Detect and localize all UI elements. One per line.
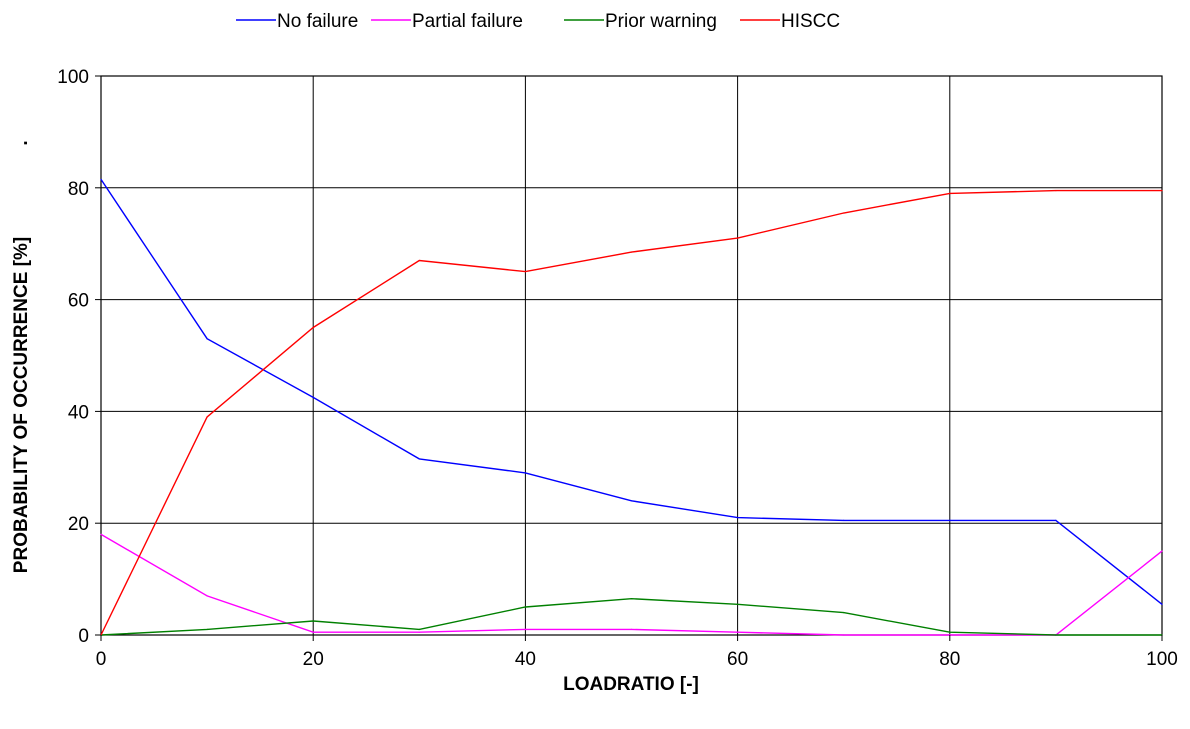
data-point-no-failure [1055,519,1057,522]
data-point-no-failure [630,500,633,502]
data-point-no-failure [100,178,102,181]
data-point-no-failure [524,472,527,474]
data-point-hiscc [524,271,527,273]
series-line-partial-failure [100,533,1163,636]
series-line-no-failure [100,179,1163,605]
x-tick-label: 60 [727,649,748,670]
data-point-partial-failure [418,631,420,633]
data-point-partial-failure [737,631,739,633]
data-point-hiscc [949,192,951,194]
data-point-hiscc [418,259,420,262]
data-point-partial-failure [524,628,527,631]
y-tick-label: 20 [68,514,89,535]
legend: No failure Partial failure Prior warning HI… [236,11,840,32]
data-point-no-failure [737,517,739,519]
plot-border [100,75,1163,636]
legend-label: Partial failure [412,11,523,32]
data-point-partial-failure [630,628,633,631]
data-point-no-failure [206,338,208,340]
data-point-partial-failure [206,595,208,597]
series-line-hiscc [100,189,1162,636]
data-point-hiscc [737,237,739,239]
legend-item-no-failure: No failure [236,11,358,32]
data-point-prior-warning [312,620,314,622]
legend-label: Prior warning [605,11,717,32]
plot-area [100,75,1163,636]
data-point-prior-warning [1055,634,1057,636]
y-tick-label: 0 [78,626,89,647]
y-tick-label: 60 [68,291,89,312]
x-axis-ticks: 0 20 40 60 80 100 [96,635,1178,670]
data-point-partial-failure [312,631,314,633]
data-point-partial-failure [843,634,845,636]
y-axis-title-suffix: . [11,140,32,145]
x-tick-label: 40 [515,649,536,670]
data-point-prior-warning [524,606,527,608]
legend-item-hiscc: HISCC [740,11,840,32]
legend-item-partial-failure: Partial failure [371,11,523,32]
legend-item-prior-warning: Prior warning [564,11,717,32]
x-axis-title: LOADRATIO [-] [563,674,699,695]
data-point-prior-warning [418,628,420,631]
data-point-prior-warning [206,628,208,631]
legend-label: No failure [277,11,358,32]
data-point-hiscc [206,416,208,418]
data-point-prior-warning [949,631,951,633]
data-point-hiscc [1055,189,1057,192]
data-point-partial-failure [1161,550,1163,552]
x-tick-label: 0 [96,649,107,670]
data-point-no-failure [312,396,314,399]
y-axis-ticks: 0 20 40 60 80 100 [57,67,101,647]
data-point-no-failure [843,519,845,522]
x-tick-label: 20 [303,649,324,670]
legend-label: HISCC [781,11,840,32]
x-tick-label: 100 [1146,649,1178,670]
y-tick-label: 80 [68,179,89,200]
data-point-no-failure [418,458,420,460]
data-point-no-failure [1161,603,1163,605]
series-layer [100,178,1163,636]
y-tick-label: 100 [57,67,89,88]
data-point-hiscc [1161,189,1163,192]
y-axis-title: PROBABILITY OF OCCURRENCE [%] [11,237,32,573]
data-point-hiscc [630,251,633,253]
data-point-hiscc [312,326,314,329]
data-point-prior-warning [737,603,739,605]
data-point-hiscc [843,212,845,214]
y-tick-label: 40 [68,402,89,423]
x-tick-label: 80 [939,649,960,670]
grid [100,75,1163,636]
data-point-partial-failure [100,533,102,535]
data-point-prior-warning [843,612,845,614]
data-point-prior-warning [630,598,633,600]
data-point-no-failure [949,519,951,522]
